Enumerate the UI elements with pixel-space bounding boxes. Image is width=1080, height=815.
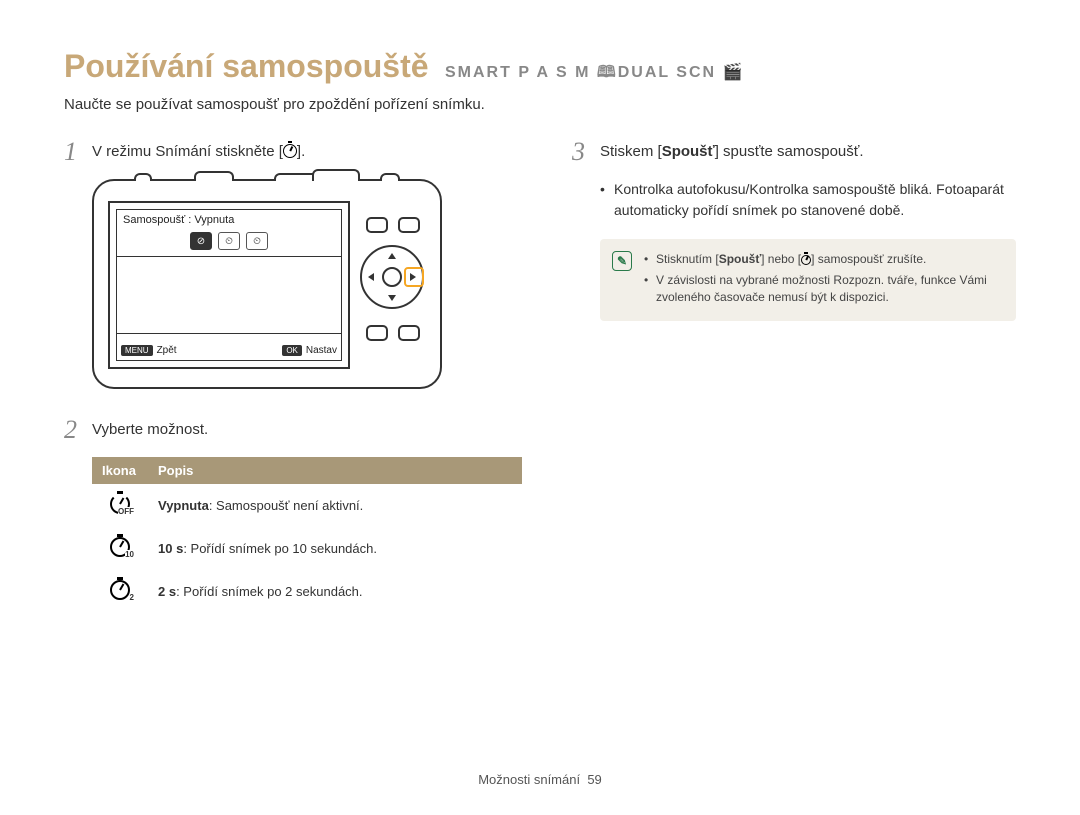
info-icon: ✎ — [612, 251, 632, 271]
step-2-text: Vyberte možnost. — [92, 417, 208, 438]
info-line-2: V závislosti na vybrané možnosti Rozpozn… — [644, 272, 1002, 306]
step-3-bold: Spoušť — [662, 143, 715, 160]
screen-set-tag: OK — [282, 345, 302, 356]
icon-sub: 2 — [130, 593, 134, 602]
step-3-bullets: Kontrolka autofokusu/Kontrolka samospouš… — [600, 179, 1016, 221]
table-row: 2 2 s: Pořídí snímek po 2 sekundách. — [92, 570, 522, 613]
info-line-1: Stisknutím [Spoušť] nebo [ ] samospoušť z… — [644, 251, 1002, 268]
step-2-number: 2 — [64, 417, 92, 443]
camera-screen: Samospoušť : Vypnuta ⊘ ⏲ ⏲ MENU Zpět OK — [108, 201, 350, 369]
screen-option-2s: ⏲ — [246, 232, 268, 250]
step-1-text-a: V režimu Snímání stiskněte [ — [92, 143, 283, 160]
timer-10s-icon: 10 — [110, 537, 130, 557]
icon-sub: OFF — [118, 507, 134, 516]
page-footer: Možnosti snímání 59 — [0, 772, 1080, 787]
screen-back-label: Zpět — [157, 345, 177, 356]
row-rest: : Pořídí snímek po 2 sekundách. — [176, 584, 362, 599]
dpad-right-highlight — [404, 267, 424, 287]
camera-button-top-left — [366, 217, 388, 233]
options-table: Ikona Popis OFF Vypnuta: Samospoušť není… — [92, 457, 522, 613]
row-bold: 10 s — [158, 541, 183, 556]
footer-page: 59 — [587, 772, 601, 787]
table-row: 10 10 s: Pořídí snímek po 10 sekundách. — [92, 527, 522, 570]
table-header-icon: Ikona — [92, 457, 148, 484]
screen-option-bar: ⊘ ⏲ ⏲ — [190, 232, 268, 250]
info-box: ✎ Stisknutím [Spoušť] nebo [ ] samospoušť… — [600, 239, 1016, 321]
camera-button-top-right — [398, 217, 420, 233]
camera-dpad — [360, 245, 424, 309]
info-1a: Stisknutím [ — [656, 252, 719, 266]
step-1-number: 1 — [64, 139, 92, 165]
footer-label: Možnosti snímání — [478, 772, 580, 787]
screen-option-10s: ⏲ — [218, 232, 240, 250]
bullet-item: Kontrolka autofokusu/Kontrolka samospouš… — [600, 179, 1016, 221]
step-1-text: V režimu Snímání stiskněte []. — [92, 139, 305, 160]
timer-icon — [283, 144, 297, 158]
row-rest: : Samospoušť není aktivní. — [209, 498, 363, 513]
timer-2s-icon: 2 — [110, 580, 130, 600]
step-3: 3 Stiskem [Spoušť] spusťte samospoušť. — [572, 139, 1016, 165]
step-1-text-b: ]. — [297, 143, 305, 160]
screen-back-tag: MENU — [121, 345, 153, 356]
step-3-a: Stiskem [ — [600, 143, 662, 160]
page-title: Používání samospouště — [64, 48, 429, 84]
info-1bold: Spoušť — [719, 252, 761, 266]
left-column: 1 V režimu Snímání stiskněte []. Samospo… — [64, 139, 524, 613]
screen-option-off: ⊘ — [190, 232, 212, 250]
table-row: OFF Vypnuta: Samospoušť není aktivní. — [92, 484, 522, 527]
step-3-b: ] spusťte samospoušť. — [715, 143, 864, 160]
camera-button-bottom-left — [366, 325, 388, 341]
screen-set-label: Nastav — [306, 345, 337, 356]
screen-mode-label: Samospoušť : Vypnuta — [123, 214, 234, 226]
timer-icon — [801, 255, 811, 265]
step-3-text: Stiskem [Spoušť] spusťte samospoušť. — [600, 139, 864, 160]
info-1c: ] samospoušť zrušíte. — [811, 252, 926, 266]
row-rest: : Pořídí snímek po 10 sekundách. — [183, 541, 377, 556]
subtitle: Naučte se používat samospoušť pro zpoždě… — [64, 96, 1016, 113]
step-2: 2 Vyberte možnost. — [64, 417, 524, 443]
step-1: 1 V režimu Snímání stiskněte []. — [64, 139, 524, 165]
row-bold: 2 s — [158, 584, 176, 599]
step-3-number: 3 — [572, 139, 600, 165]
camera-controls — [358, 211, 428, 361]
info-1b: ] nebo [ — [761, 252, 801, 266]
mode-icons: SMART P A S M 🕮DUAL SCN 🎬 — [445, 61, 744, 88]
right-column: 3 Stiskem [Spoušť] spusťte samospoušť. K… — [572, 139, 1016, 613]
camera-button-bottom-right — [398, 325, 420, 341]
icon-sub: 10 — [125, 550, 134, 559]
table-header-desc: Popis — [148, 457, 522, 484]
row-bold: Vypnuta — [158, 498, 209, 513]
camera-illustration: Samospoušť : Vypnuta ⊘ ⏲ ⏲ MENU Zpět OK — [92, 179, 524, 389]
timer-off-icon: OFF — [110, 494, 130, 514]
